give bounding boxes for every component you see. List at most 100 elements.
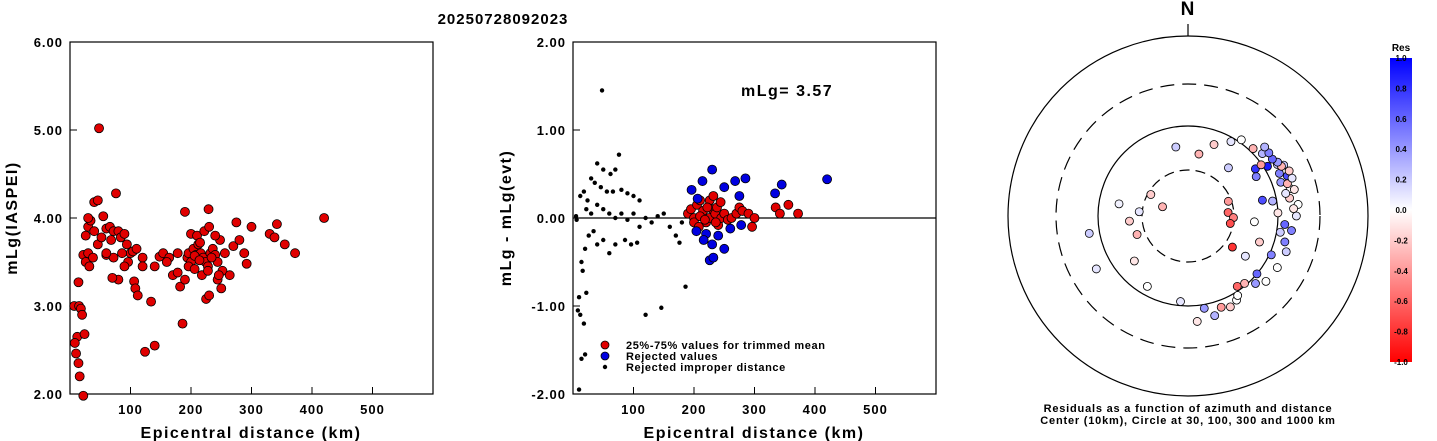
data-point-improper [619, 211, 624, 216]
data-point [224, 270, 235, 281]
data-point [98, 211, 109, 222]
data-point [121, 239, 132, 250]
y-tick-label: 0.00 [537, 211, 566, 226]
data-point-improper [673, 233, 679, 238]
data-point [83, 213, 94, 223]
data-point-rejected [707, 239, 718, 250]
colorbar-tick-label: -0.6 [1394, 297, 1408, 306]
data-point-improper [575, 308, 581, 313]
colorbar-tick-label: 0.4 [1395, 145, 1407, 154]
polar-data-point [1289, 204, 1298, 214]
left-y-tick-labels: 2.00 3.00 4.00 5.00 6.00 [34, 35, 77, 402]
data-point-improper [576, 387, 582, 392]
data-point [203, 265, 213, 276]
colorbar-tick-label: -0.4 [1394, 267, 1408, 276]
polar-data-point [1158, 202, 1167, 212]
ring-300km [1055, 83, 1321, 349]
ring-100km [1097, 125, 1279, 307]
data-point-improper [591, 229, 596, 234]
data-point [172, 267, 183, 278]
data-point [194, 255, 205, 266]
ring-1000km [1007, 35, 1369, 397]
data-point-improper [649, 220, 654, 225]
data-point [180, 206, 190, 217]
data-point [71, 348, 81, 359]
data-point [189, 264, 200, 274]
polar-caption-line1: Residuals as a function of azimuth and d… [1044, 403, 1333, 415]
data-point [228, 241, 239, 252]
data-point [231, 217, 242, 228]
data-point-improper [659, 305, 664, 310]
data-point-improper [580, 268, 585, 273]
y-tick-label: 1.00 [537, 123, 566, 138]
data-point-rejected [698, 235, 709, 245]
polar-data-point [1249, 217, 1259, 227]
data-point [206, 252, 217, 263]
colorbar-tick-labels: 1.0 0.8 0.6 0.4 0.2 0.0 -0.2 -0.4 -0.6 -0.8 -1.0 [1394, 54, 1408, 367]
polar-data-point [1273, 208, 1283, 218]
data-point-rejected [708, 252, 719, 263]
x-tick-label: 400 [803, 402, 828, 417]
data-point [77, 309, 87, 320]
data-point-rejected [691, 226, 702, 237]
polar-data-point [1275, 227, 1285, 237]
data-point-improper [655, 214, 660, 219]
data-point [290, 248, 300, 259]
polar-data-point [1284, 166, 1294, 176]
middle-y-axis-label: mLg - mLg(evt) [498, 150, 515, 287]
data-point-improper [634, 240, 640, 245]
polar-data-point [1257, 195, 1267, 205]
x-tick-label: 300 [742, 402, 767, 417]
data-point-improper [677, 240, 682, 245]
data-point-improper [619, 187, 624, 193]
data-point [239, 248, 250, 259]
polar-data-point [1283, 179, 1292, 189]
polar-data-point [1227, 242, 1237, 252]
data-point-improper [599, 88, 605, 93]
polar-data-point [1125, 216, 1134, 226]
data-point [131, 243, 142, 254]
data-point [204, 221, 215, 232]
data-point [108, 252, 119, 263]
data-point-improper [613, 215, 618, 221]
data-point-improper [579, 259, 584, 265]
data-point-trimmed [699, 214, 710, 225]
data-point [74, 371, 85, 382]
middle-scatter-panel: -2.00 -1.00 0.00 1.00 2.00 100 200 300 400 500 m… [498, 35, 937, 441]
data-point-improper [578, 312, 583, 317]
data-point-improper [588, 211, 594, 216]
data-point [149, 261, 160, 272]
data-point [111, 188, 121, 199]
data-point-trimmed [715, 197, 726, 208]
left-x-tick-labels: 100 200 300 400 500 [118, 387, 384, 417]
polar-data-point [1281, 189, 1291, 198]
colorbar-tick-label: -1.0 [1394, 358, 1408, 367]
colorbar-tick-label: 0.6 [1395, 115, 1407, 124]
data-point-improper [610, 189, 616, 194]
polar-data-point [1199, 303, 1209, 313]
data-point [210, 230, 221, 241]
data-point-trimmed [793, 208, 803, 219]
data-point [146, 296, 156, 307]
data-point [79, 329, 90, 340]
data-point-rejected [736, 220, 747, 230]
polar-data-point [1236, 135, 1246, 145]
data-point-trimmed [747, 221, 757, 232]
legend-label-trimmed: 25%-75% values for trimmed mean [626, 340, 826, 352]
middle-data-points [573, 88, 832, 392]
data-point-improper [643, 215, 648, 221]
north-label: N [1181, 0, 1196, 20]
polar-residual-panel: N Residuals as a function of azimuth and… [1007, 0, 1369, 427]
polar-data-point [1280, 237, 1290, 247]
data-point-improper [613, 167, 618, 172]
data-point-improper [667, 224, 672, 229]
x-tick-label: 100 [621, 402, 646, 417]
data-point-improper [607, 251, 612, 256]
middle-legend: 25%-75% values for trimmed mean Rejected… [600, 340, 826, 374]
data-point-rejected [713, 230, 724, 241]
polar-data-point [1176, 297, 1185, 306]
colorbar-tick-label: -0.8 [1394, 328, 1408, 337]
data-point-rejected [719, 243, 730, 254]
polar-data-point [1225, 219, 1235, 228]
